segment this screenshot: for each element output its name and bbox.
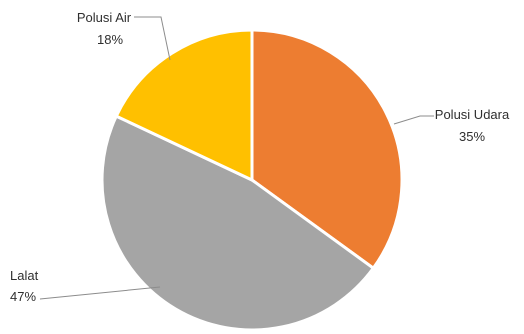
pie-slice-polusi-udara <box>250 28 404 271</box>
pie-slices <box>100 28 404 332</box>
slice-value-polusi-udara: 35% <box>459 129 485 144</box>
pie-slice-lalat <box>100 114 376 332</box>
slice-label-lalat: Lalat <box>10 268 39 283</box>
leader-line-lalat <box>39 286 161 300</box>
leader-line-polusi-air <box>134 16 171 61</box>
slice-label-polusi-air: Polusi Air <box>77 10 132 25</box>
leader-line-polusi-udara <box>393 115 434 125</box>
leader-lines <box>39 16 434 300</box>
pie-slice-polusi-air <box>114 28 254 183</box>
slice-value-lalat: 47% <box>10 289 36 304</box>
slice-label-polusi-udara: Polusi Udara <box>435 107 510 122</box>
slice-value-polusi-air: 18% <box>97 32 123 47</box>
